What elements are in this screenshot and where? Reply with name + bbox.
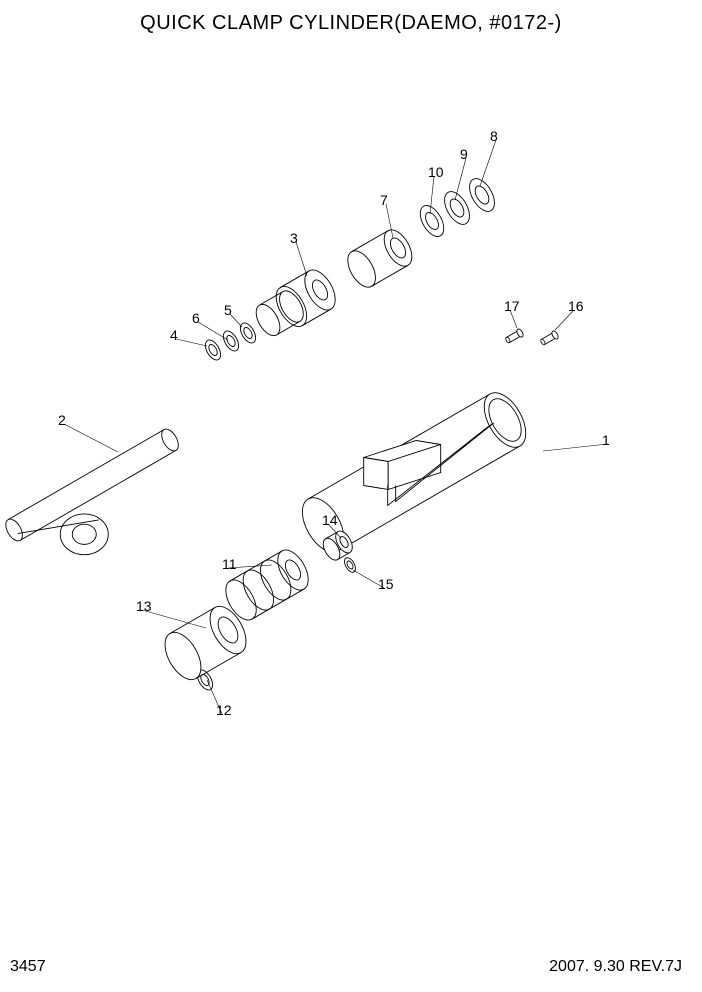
callout-11: 11 (222, 557, 237, 571)
part-6-backup-ring (220, 328, 241, 353)
part-1-tube-assembly (294, 386, 534, 559)
callout-6: 6 (192, 311, 200, 325)
callout-16: 16 (568, 299, 584, 313)
callout-8: 8 (490, 129, 498, 143)
callout-17: 17 (504, 299, 520, 313)
callout-14: 14 (322, 513, 338, 527)
callout-9: 9 (460, 147, 468, 161)
part-4-o-ring (202, 337, 223, 362)
part-17-set-screw (505, 328, 524, 344)
part-5-o-ring (237, 320, 258, 345)
part-10-o-ring (415, 202, 448, 241)
callout-2: 2 (58, 413, 66, 427)
callout-3: 3 (290, 231, 298, 245)
part-2-rod (2, 426, 181, 554)
part-16-grease-nipple (540, 330, 559, 346)
part-7-piston (342, 225, 417, 292)
callout-12: 12 (216, 703, 232, 717)
part-9-wear-ring (439, 187, 474, 228)
part-3-rod-gland (251, 265, 341, 340)
callout-10: 10 (428, 165, 444, 179)
callout-7: 7 (380, 193, 388, 207)
exploded-view-diagram (0, 0, 702, 992)
callout-13: 13 (136, 599, 152, 613)
callout-5: 5 (224, 303, 232, 317)
callout-4: 4 (170, 328, 178, 342)
callout-15: 15 (378, 577, 394, 591)
callout-1: 1 (602, 433, 610, 447)
